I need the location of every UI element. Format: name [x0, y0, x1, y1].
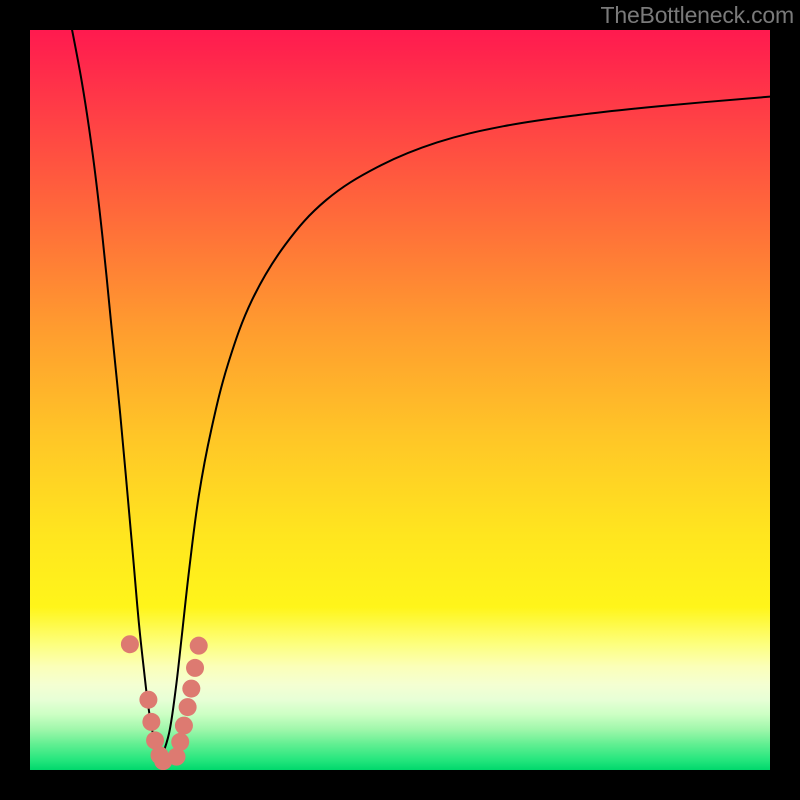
- data-marker: [121, 635, 139, 653]
- data-marker: [186, 659, 204, 677]
- data-marker: [179, 698, 197, 716]
- plot-background: [30, 30, 770, 770]
- data-marker: [142, 713, 160, 731]
- data-marker: [190, 637, 208, 655]
- data-marker: [171, 733, 189, 751]
- data-marker: [175, 717, 193, 735]
- chart-svg: [0, 0, 800, 800]
- watermark-text: TheBottleneck.com: [601, 2, 794, 29]
- data-marker: [139, 691, 157, 709]
- data-marker: [182, 680, 200, 698]
- chart-container: TheBottleneck.com: [0, 0, 800, 800]
